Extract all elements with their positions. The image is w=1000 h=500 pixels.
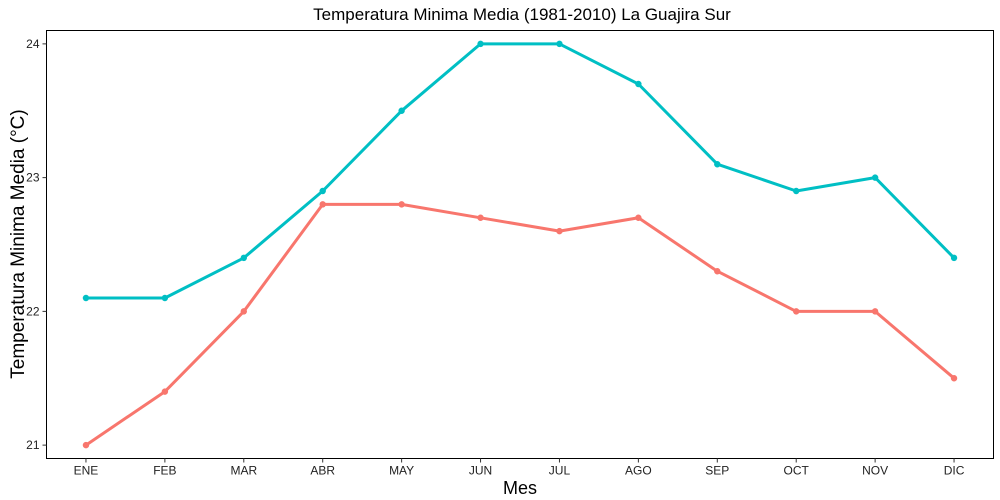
- data-point: [635, 80, 642, 88]
- data-point: [950, 375, 958, 382]
- data-point: [319, 201, 326, 208]
- data-point: [871, 174, 879, 181]
- series-2: [82, 40, 958, 302]
- data-point: [240, 254, 247, 262]
- data-point: [950, 254, 958, 262]
- x-tick-label: ABR: [310, 464, 335, 478]
- data-point: [398, 107, 405, 114]
- data-point: [82, 294, 90, 302]
- y-tick-label: 24: [26, 37, 40, 51]
- data-point: [477, 214, 484, 221]
- data-point: [793, 187, 800, 195]
- y-axis: 21 22 23 24: [26, 37, 47, 452]
- series-line: [85, 202, 955, 447]
- data-point: [240, 308, 247, 315]
- x-tick-label: MAR: [230, 464, 257, 478]
- data-point: [319, 187, 326, 195]
- series-1: [82, 201, 958, 449]
- y-tick-label: 22: [26, 304, 40, 318]
- data-point: [635, 214, 642, 221]
- data-point: [714, 268, 721, 275]
- x-axis-label: Mes: [503, 478, 537, 498]
- x-tick-label: MAY: [389, 464, 414, 478]
- x-tick-label: SEP: [705, 464, 729, 478]
- data-point: [477, 40, 484, 48]
- data-point: [556, 40, 563, 48]
- y-tick-label: 23: [26, 171, 40, 185]
- data-point: [871, 308, 879, 315]
- data-point: [161, 388, 169, 395]
- x-tick-label: ENE: [74, 464, 99, 478]
- y-tick-label: 21: [26, 438, 40, 452]
- data-point: [714, 161, 721, 168]
- y-axis-label: Temperatura Minima Media (°C): [8, 109, 29, 378]
- x-tick-label: JUL: [549, 464, 571, 478]
- x-tick-label: OCT: [784, 464, 810, 478]
- chart-title: Temperatura Minima Media (1981-2010) La …: [313, 5, 731, 24]
- series-layer: [82, 40, 958, 449]
- data-point: [398, 201, 405, 208]
- x-tick-label: JUN: [469, 464, 492, 478]
- x-tick-label: FEB: [153, 464, 176, 478]
- plot-panel: [46, 30, 994, 459]
- x-tick-label: DIC: [944, 464, 965, 478]
- data-point: [556, 227, 563, 235]
- x-tick-label: NOV: [862, 464, 888, 478]
- series-line: [86, 42, 956, 300]
- data-point: [161, 294, 169, 302]
- x-axis: ENE FEB MAR ABR MAY JUN JUL AGO SEP OCT NOV DIC: [74, 458, 965, 478]
- data-point: [82, 441, 90, 449]
- x-tick-label: AGO: [625, 464, 652, 478]
- data-point: [793, 308, 800, 315]
